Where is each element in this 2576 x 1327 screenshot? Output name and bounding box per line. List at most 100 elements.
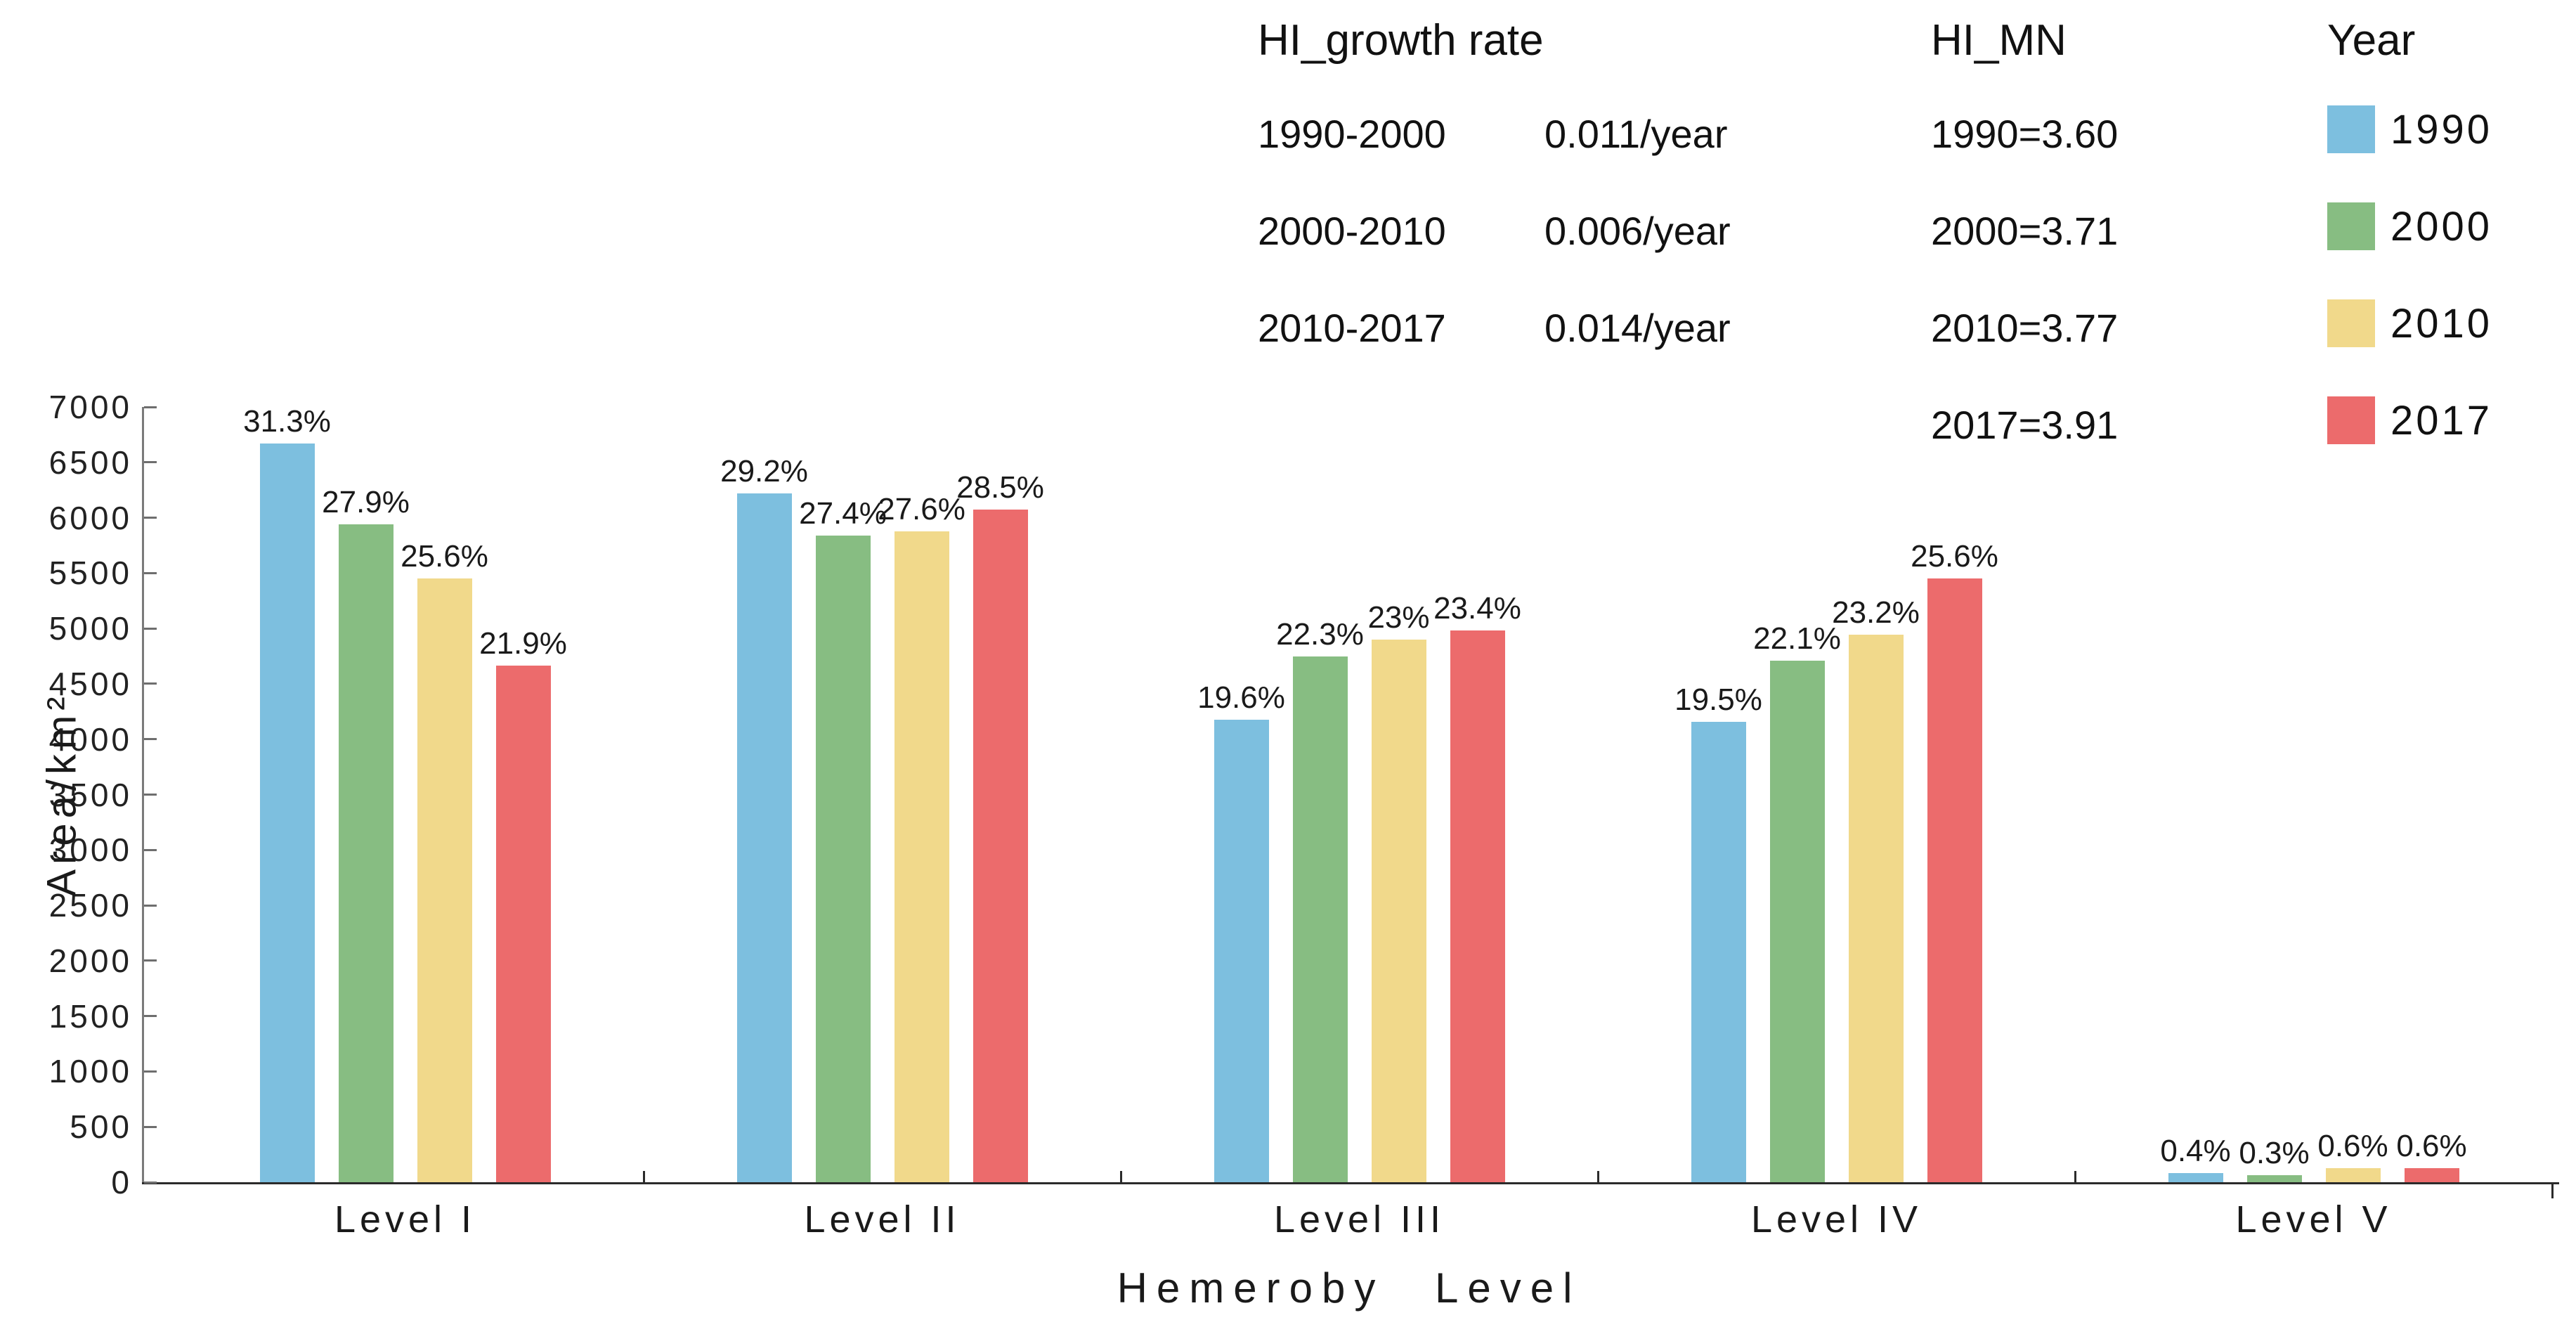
- x-category-label: Level I: [334, 1198, 476, 1241]
- bar-value-label: 29.2%: [720, 453, 808, 488]
- y-axis-title: Area/km²: [39, 692, 85, 897]
- bar-2000-level-iv: [1769, 661, 1825, 1182]
- x-tick-mark: [1119, 1171, 1122, 1182]
- legend-item-2010: 2010: [2327, 299, 2492, 347]
- hi-mn-row: 2017=3.91: [1931, 403, 2119, 447]
- legend-swatch-1990: [2327, 105, 2375, 153]
- bar-value-label: 27.6%: [878, 491, 965, 526]
- x-category-label: Level II: [804, 1198, 961, 1241]
- bar-value-label: 25.6%: [401, 538, 488, 574]
- legend-swatch-2010: [2327, 299, 2375, 347]
- bar-value-label: 23.4%: [1433, 590, 1521, 626]
- hi-mn-header: HI_MN: [1931, 16, 2067, 65]
- legend-label: 2017: [2390, 397, 2493, 444]
- y-axis-line: [142, 407, 144, 1184]
- bar-2010-level-ii: [894, 531, 949, 1182]
- y-tick-mark: [144, 571, 157, 574]
- y-tick-mark: [144, 794, 157, 796]
- growth-rate-value: 0.014/year: [1544, 306, 1731, 350]
- x-tick-mark: [1596, 1171, 1599, 1182]
- bar-2017-level-iv: [1927, 578, 1982, 1182]
- y-tick-label: 4500: [48, 665, 132, 702]
- y-tick-label: 6000: [48, 499, 132, 536]
- bar-1990-level-i: [259, 444, 315, 1182]
- bar-1990-level-iii: [1214, 720, 1269, 1182]
- growth-rate-row: 1990-2000 0.011/year: [1258, 111, 1727, 157]
- x-tick-mark: [2551, 1184, 2554, 1198]
- x-tick-mark: [642, 1171, 645, 1182]
- legend-label: 2000: [2390, 203, 2493, 250]
- x-axis-title: Hemeroby Level: [1117, 1264, 1582, 1312]
- y-tick-mark: [144, 682, 157, 685]
- growth-rate-period: 2000-2010: [1258, 209, 1446, 253]
- y-tick-label: 0: [111, 1164, 132, 1200]
- y-tick-label: 6500: [48, 444, 132, 481]
- y-tick-mark: [144, 406, 157, 408]
- y-tick-mark: [144, 627, 157, 630]
- bar-value-label: 23%: [1367, 600, 1430, 635]
- bar-value-label: 27.4%: [799, 496, 887, 531]
- hi-mn-row: 2010=3.77: [1931, 306, 2119, 350]
- growth-rate-row: 2000-2010 0.006/year: [1258, 208, 1731, 254]
- x-category-label: Level III: [1273, 1198, 1445, 1241]
- bar-value-label: 19.5%: [1674, 682, 1762, 718]
- y-tick-label: 1000: [48, 1053, 132, 1090]
- bar-2000-level-v: [2246, 1174, 2302, 1182]
- bar-2010-level-i: [417, 578, 472, 1182]
- y-tick-mark: [144, 1181, 157, 1184]
- bar-2000-level-iii: [1292, 656, 1348, 1182]
- bar-value-label: 31.3%: [243, 404, 331, 439]
- legend-label: 2010: [2390, 300, 2493, 347]
- bar-value-label: 0.6%: [2317, 1128, 2388, 1163]
- y-tick-label: 3500: [48, 776, 132, 813]
- x-axis-line: [142, 1182, 2559, 1184]
- bar-value-label: 0.4%: [2160, 1133, 2231, 1168]
- bar-value-label: 0.3%: [2239, 1135, 2310, 1170]
- bar-2010-level-v: [2325, 1167, 2381, 1182]
- y-tick-mark: [144, 848, 157, 851]
- y-tick-mark: [144, 517, 157, 519]
- growth-rate-value: 0.011/year: [1544, 112, 1728, 156]
- x-category-label: Level V: [2235, 1198, 2392, 1241]
- legend-title: Year: [2327, 16, 2416, 65]
- y-tick-mark: [144, 904, 157, 907]
- x-category-label: Level IV: [1750, 1198, 1923, 1241]
- legend-label: 1990: [2390, 106, 2493, 153]
- legend-swatch-2017: [2327, 396, 2375, 444]
- hi-mn-row: 2000=3.71: [1931, 209, 2119, 253]
- bar-value-label: 28.5%: [956, 470, 1044, 505]
- growth-rate-period: 2010-2017: [1258, 306, 1446, 350]
- y-tick-mark: [144, 1070, 157, 1073]
- growth-rate-period: 1990-2000: [1258, 112, 1446, 156]
- legend-item-2017: 2017: [2327, 396, 2492, 444]
- y-tick-mark: [144, 959, 157, 962]
- bar-2000-level-ii: [815, 536, 871, 1182]
- y-tick-label: 7000: [48, 389, 132, 425]
- y-tick-label: 3000: [48, 831, 132, 869]
- legend-swatch-2000: [2327, 202, 2375, 250]
- bar-value-label: 22.3%: [1276, 616, 1364, 652]
- bar-value-label: 27.9%: [322, 484, 410, 519]
- y-tick-label: 2000: [48, 942, 132, 979]
- y-tick-mark: [144, 1125, 157, 1128]
- bar-1990-level-v: [2168, 1172, 2223, 1182]
- bar-2010-level-iii: [1371, 640, 1426, 1182]
- y-tick-label: 2500: [48, 887, 132, 924]
- bar-2000-level-i: [338, 524, 393, 1182]
- growth-rate-value: 0.006/year: [1544, 209, 1731, 253]
- growth-rate-header: HI_growth rate: [1258, 16, 1544, 65]
- bar-1990-level-iv: [1691, 722, 1746, 1182]
- legend-item-2000: 2000: [2327, 202, 2492, 250]
- bar-2017-level-ii: [972, 510, 1028, 1182]
- x-tick-mark: [2074, 1171, 2076, 1182]
- bar-value-label: 21.9%: [479, 626, 567, 661]
- bar-1990-level-ii: [736, 493, 792, 1182]
- hi-mn-row: 1990=3.60: [1931, 112, 2119, 156]
- bar-value-label: 0.6%: [2396, 1128, 2467, 1163]
- bar-2017-level-iii: [1450, 630, 1505, 1182]
- y-tick-label: 1500: [48, 997, 132, 1035]
- bar-value-label: 25.6%: [1911, 538, 1998, 574]
- bar-value-label: 19.6%: [1197, 680, 1285, 716]
- bar-2017-level-v: [2404, 1167, 2459, 1182]
- legend-item-1990: 1990: [2327, 105, 2492, 153]
